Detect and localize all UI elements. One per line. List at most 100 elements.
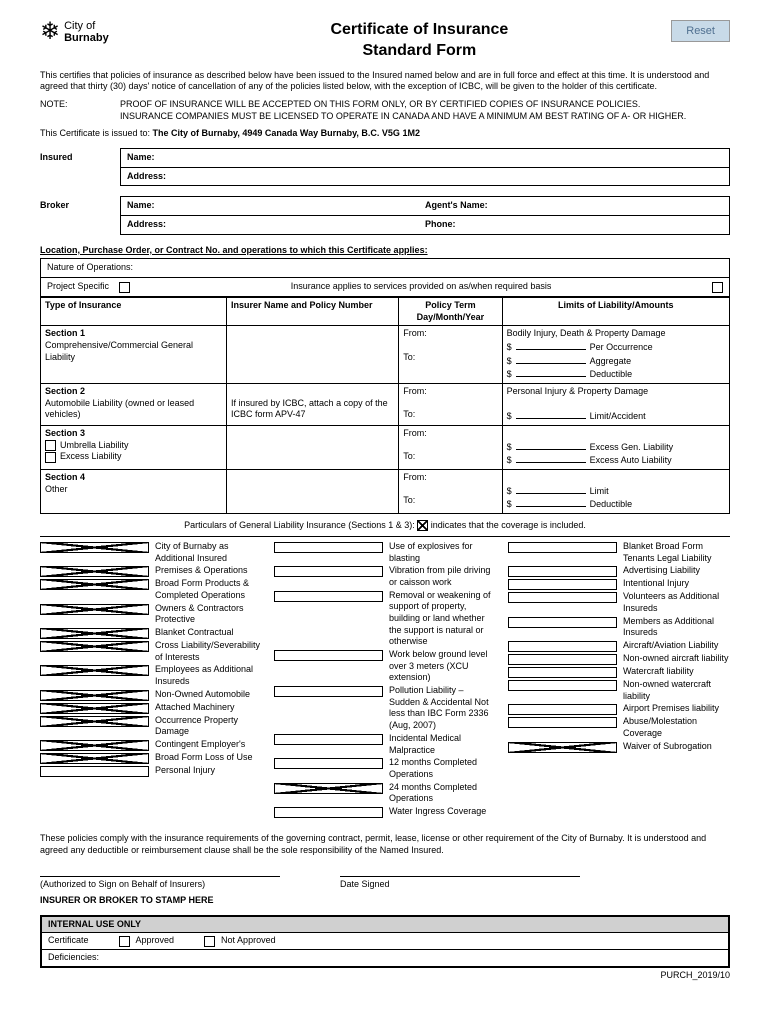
coverage-checkbox[interactable] [40, 604, 149, 615]
coverage-label: Abuse/Molestation Coverage [623, 716, 730, 739]
insured-label: Insured [40, 148, 120, 186]
coverage-label: City of Burnaby as Additional Insured [155, 541, 262, 564]
coverage-checkbox[interactable] [40, 716, 149, 727]
coverage-checkbox[interactable] [40, 690, 149, 701]
coverage-checkbox[interactable] [40, 579, 149, 590]
coverage-checkbox[interactable] [508, 654, 617, 665]
coverage-checkbox[interactable] [274, 650, 383, 661]
th-limits: Limits of Liability/Amounts [502, 297, 729, 325]
broker-group: Broker Name:Agent's Name: Address:Phone: [40, 196, 730, 234]
coverage-checkbox[interactable] [40, 542, 149, 553]
coverage-checkbox[interactable] [40, 703, 149, 714]
coverage-item: Work below ground level over 3 meters (X… [274, 649, 496, 684]
coverage-checkbox[interactable] [274, 566, 383, 577]
coverage-checkbox[interactable] [274, 734, 383, 745]
deficiencies-field[interactable]: Deficiencies: [48, 952, 99, 964]
th-term: Policy Term Day/Month/Year [399, 297, 502, 325]
internal-use-box: INTERNAL USE ONLY Certificate Approved N… [40, 915, 730, 968]
reset-button[interactable]: Reset [671, 20, 730, 42]
coverage-checkbox[interactable] [508, 680, 617, 691]
project-specific-checkbox[interactable] [119, 282, 130, 293]
coverage-label: Blanket Contractual [155, 627, 262, 639]
section1-row: Section 1Comprehensive/Commercial Genera… [41, 326, 730, 384]
coverage-checkbox[interactable] [508, 566, 617, 577]
coverage-checkbox[interactable] [508, 579, 617, 590]
coverage-checkbox[interactable] [40, 753, 149, 764]
excess-checkbox[interactable] [45, 452, 56, 463]
coverage-label: Owners & Contractors Protective [155, 603, 262, 626]
coverage-checkbox[interactable] [274, 807, 383, 818]
internal-header: INTERNAL USE ONLY [42, 917, 728, 934]
coverage-label: Employees as Additional Insureds [155, 664, 262, 687]
coverage-item: Use of explosives for blasting [274, 541, 496, 564]
coverage-item: Attached Machinery [40, 702, 262, 714]
coverage-checkbox[interactable] [274, 783, 383, 794]
coverage-label: Airport Premises liability [623, 703, 730, 715]
coverage-label: Contingent Employer's [155, 739, 262, 751]
s1-insurer-field[interactable] [227, 326, 399, 384]
s1-occurrence-field[interactable] [516, 340, 586, 350]
coverage-label: Water Ingress Coverage [389, 806, 496, 818]
coverage-checkbox[interactable] [508, 592, 617, 603]
broker-name-row[interactable]: Name:Agent's Name: [120, 196, 730, 216]
coverage-label: Attached Machinery [155, 702, 262, 714]
coverage-col1: City of Burnaby as Additional InsuredPre… [40, 541, 262, 819]
s4-limit-field[interactable] [516, 484, 586, 494]
coverage-item: Contingent Employer's [40, 739, 262, 751]
coverage-checkbox[interactable] [508, 742, 617, 753]
date-signed[interactable]: Date Signed [340, 876, 580, 891]
coverage-checkbox[interactable] [274, 542, 383, 553]
coverage-item: Broad Form Loss of Use [40, 752, 262, 764]
coverage-checkbox[interactable] [274, 758, 383, 769]
insured-address-field[interactable]: Address: [120, 168, 730, 187]
coverage-label: Watercraft liability [623, 666, 730, 678]
indicator-checkbox [417, 520, 428, 531]
nature-operations-field[interactable]: Nature of Operations: [40, 258, 730, 278]
note-text: PROOF OF INSURANCE WILL BE ACCEPTED ON T… [120, 99, 730, 122]
section2-row: Section 2Automobile Liability (owned or … [41, 383, 730, 425]
s1-aggregate-field[interactable] [516, 354, 586, 364]
coverage-item: Owners & Contractors Protective [40, 603, 262, 626]
coverage-checkbox[interactable] [508, 704, 617, 715]
coverage-checkbox[interactable] [274, 591, 383, 602]
coverage-label: Incidental Medical Malpractice [389, 733, 496, 756]
coverage-checkbox[interactable] [508, 717, 617, 728]
coverage-checkbox[interactable] [508, 667, 617, 678]
coverage-checkbox[interactable] [40, 766, 149, 777]
approved-checkbox[interactable] [119, 936, 130, 947]
coverage-checkbox[interactable] [40, 740, 149, 751]
coverage-label: Aircraft/Aviation Liability [623, 640, 730, 652]
coverage-checkbox[interactable] [40, 665, 149, 676]
insurance-applies-checkbox[interactable] [712, 282, 723, 293]
coverage-label: Use of explosives for blasting [389, 541, 496, 564]
coverage-checkbox[interactable] [40, 628, 149, 639]
coverage-item: Premises & Operations [40, 565, 262, 577]
coverage-checkbox[interactable] [508, 542, 617, 553]
umbrella-checkbox[interactable] [45, 440, 56, 451]
not-approved-checkbox[interactable] [204, 936, 215, 947]
coverage-checkbox[interactable] [40, 566, 149, 577]
s3-gen-field[interactable] [516, 440, 586, 450]
coverage-label: Intentional Injury [623, 578, 730, 590]
coverage-checkbox[interactable] [508, 641, 617, 652]
s4-deductible-field[interactable] [516, 497, 586, 507]
logo: ❄ City of Burnaby [40, 20, 109, 44]
coverage-checkbox[interactable] [274, 686, 383, 697]
s4-insurer-field[interactable] [227, 470, 399, 514]
coverage-item: Blanket Broad Form Tenants Legal Liabili… [508, 541, 730, 564]
coverage-checkbox[interactable] [508, 617, 617, 628]
coverage-item: Aircraft/Aviation Liability [508, 640, 730, 652]
broker-address-row[interactable]: Address:Phone: [120, 216, 730, 235]
s1-deductible-field[interactable] [516, 367, 586, 377]
coverage-label: Personal Injury [155, 765, 262, 777]
auth-signature[interactable]: (Authorized to Sign on Behalf of Insurer… [40, 876, 280, 891]
s2-limit-field[interactable] [516, 409, 586, 419]
coverage-item: Personal Injury [40, 765, 262, 777]
insurance-table: Type of Insurance Insurer Name and Polic… [40, 297, 730, 514]
s3-auto-field[interactable] [516, 453, 586, 463]
coverage-checkbox[interactable] [40, 641, 149, 652]
insured-name-field[interactable]: Name: [120, 148, 730, 168]
coverage-item: Broad Form Products & Completed Operatio… [40, 578, 262, 601]
s3-insurer-field[interactable] [227, 426, 399, 470]
coverage-label: 24 months Completed Operations [389, 782, 496, 805]
